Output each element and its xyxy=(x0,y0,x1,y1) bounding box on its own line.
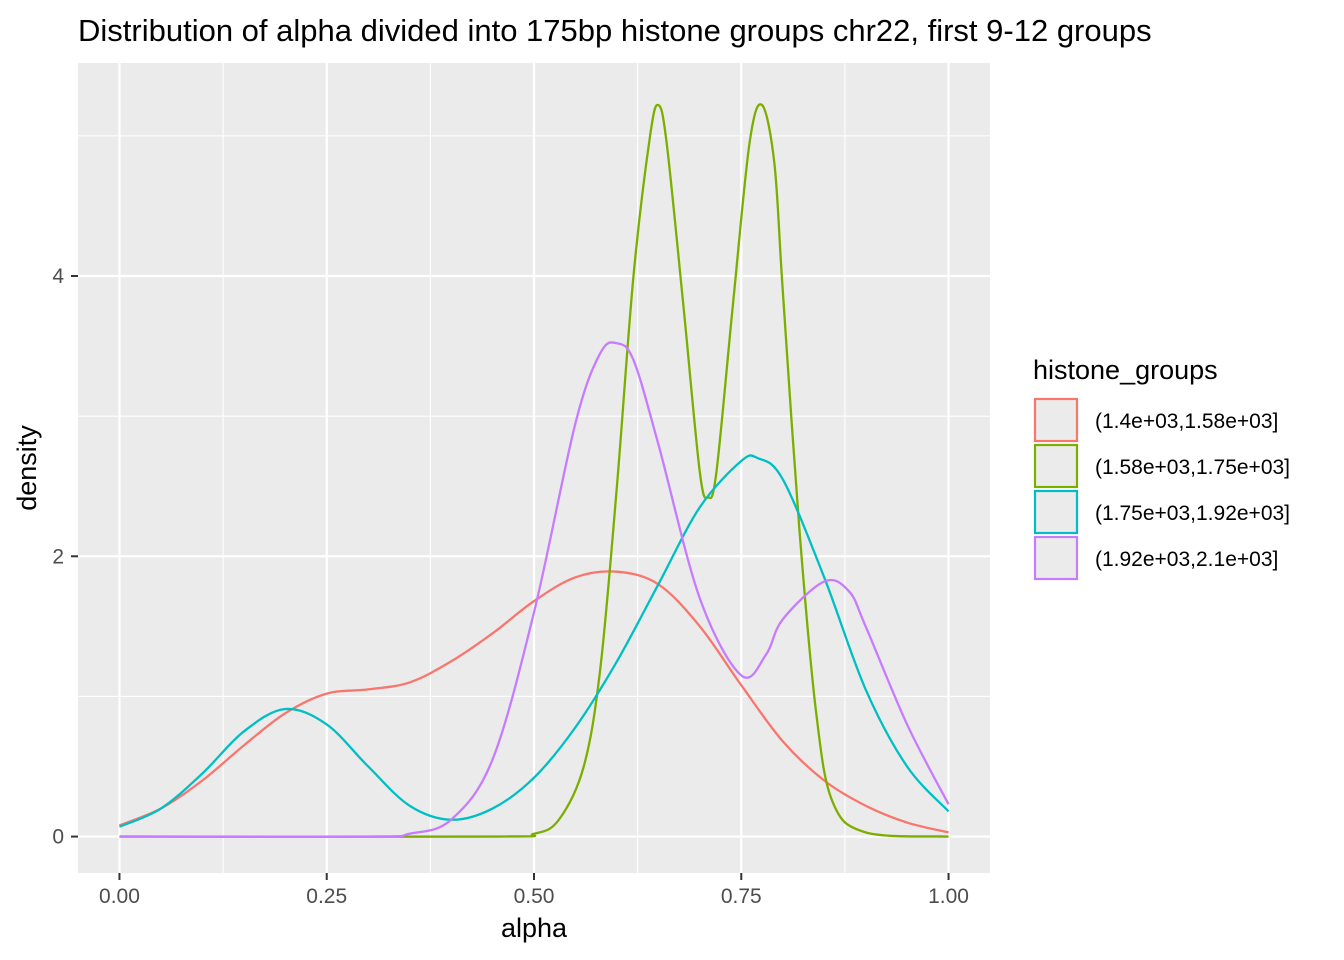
legend-label-series-2: (1.58e+03,1.75e+03] xyxy=(1095,456,1290,479)
chart-title: Distribution of alpha divided into 175bp… xyxy=(78,13,1152,48)
legend-key-series-2 xyxy=(1033,443,1079,489)
density-line-series-2 xyxy=(119,103,949,838)
x-tick-label: 0.25 xyxy=(306,885,347,908)
y-axis-title: density xyxy=(12,425,42,511)
x-tick-label: 0.75 xyxy=(721,885,762,908)
y-tick-label: 2 xyxy=(52,545,64,568)
legend-key-series-3 xyxy=(1033,489,1079,535)
series-lines xyxy=(118,103,950,838)
legend-label-series-1: (1.4e+03,1.58e+03] xyxy=(1095,410,1278,433)
x-tick-label: 1.00 xyxy=(928,885,969,908)
x-tick-label: 0.50 xyxy=(514,885,555,908)
legend-label-series-4: (1.92e+03,2.1e+03] xyxy=(1095,548,1278,571)
legend-label-series-3: (1.75e+03,1.92e+03] xyxy=(1095,502,1290,525)
x-axis-title: alpha xyxy=(501,913,568,943)
legend: histone_groups (1.4e+03,1.58e+03] (1.58e+… xyxy=(1033,355,1290,581)
density-line-series-3 xyxy=(118,454,950,828)
y-tick-label: 0 xyxy=(52,826,64,849)
major-gridlines xyxy=(78,63,990,873)
density-line-series-4 xyxy=(119,341,950,838)
x-axis: 0.00 0.25 0.50 0.75 1.00 xyxy=(99,873,969,908)
y-tick-label: 4 xyxy=(52,265,64,288)
x-tick-label: 0.00 xyxy=(99,885,140,908)
legend-title: histone_groups xyxy=(1033,355,1218,385)
legend-key-series-4 xyxy=(1033,535,1079,581)
y-axis: 0 2 4 xyxy=(52,265,78,849)
density-line-series-1 xyxy=(119,570,949,834)
legend-items: (1.4e+03,1.58e+03] (1.58e+03,1.75e+03] (1.… xyxy=(1033,397,1290,581)
legend-key-series-1 xyxy=(1033,397,1079,443)
